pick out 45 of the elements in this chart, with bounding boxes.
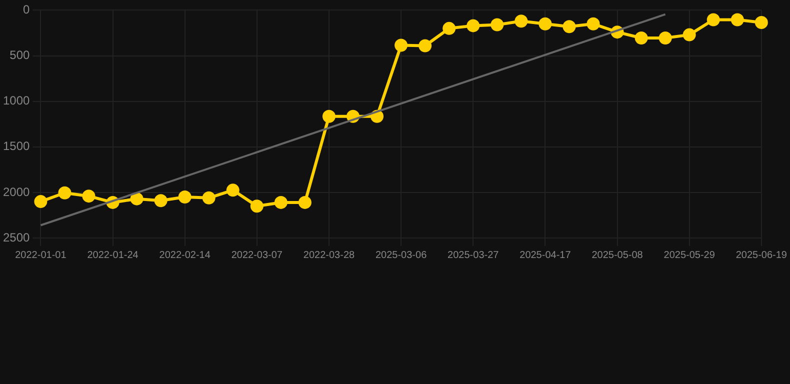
point <box>418 39 432 52</box>
point <box>514 14 528 28</box>
point <box>58 186 72 200</box>
point <box>658 31 672 44</box>
point <box>754 16 768 29</box>
point <box>634 31 648 44</box>
point <box>250 200 264 213</box>
x-tick-label: 2022-01-24 <box>87 250 139 261</box>
point <box>130 192 144 206</box>
point <box>730 13 744 26</box>
point <box>34 195 48 208</box>
point <box>562 20 576 34</box>
x-tick-label: 2022-02-14 <box>159 250 211 261</box>
point <box>586 17 600 30</box>
x-tick-label: 2025-06-19 <box>736 250 788 261</box>
point <box>322 110 336 123</box>
x-tick-label: 2025-05-08 <box>592 250 644 261</box>
y-tick-label: 0 <box>23 2 30 17</box>
point <box>682 28 696 42</box>
y-tick-label: 500 <box>10 48 30 62</box>
x-tick-label: 2025-05-29 <box>664 250 716 261</box>
y-tick-label: 2500 <box>2 230 30 244</box>
x-tick-label: 2022-03-07 <box>231 250 283 261</box>
point <box>178 190 192 204</box>
x-tick-label: 2022-01-01 <box>15 250 67 261</box>
point <box>394 38 408 52</box>
point <box>538 17 552 30</box>
y-tick-label: 1500 <box>2 139 30 154</box>
point <box>490 18 504 32</box>
y-tick-label: 2000 <box>2 184 30 199</box>
x-tick-label: 2025-03-06 <box>375 250 428 261</box>
point <box>298 196 312 209</box>
point <box>370 110 384 123</box>
point <box>154 194 168 208</box>
point <box>82 190 96 203</box>
point <box>442 22 456 35</box>
point <box>202 191 216 204</box>
x-tick-label: 2025-03-27 <box>448 250 500 261</box>
point <box>226 184 240 197</box>
y-tick-label: 1000 <box>2 94 30 108</box>
point <box>274 196 288 209</box>
point <box>466 19 480 32</box>
point <box>706 13 720 26</box>
x-tick-label: 2022-03-28 <box>303 250 355 261</box>
x-tick-label: 2025-04-17 <box>520 250 572 261</box>
